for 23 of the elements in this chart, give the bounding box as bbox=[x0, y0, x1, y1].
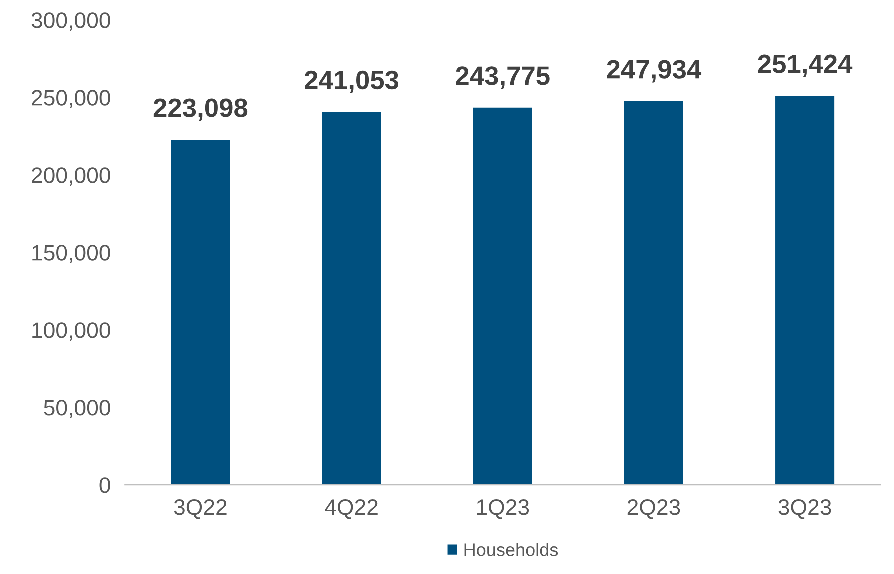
bar bbox=[774, 94, 836, 486]
y-tick-label: 300,000 bbox=[32, 12, 110, 31]
data-label: 241,053 bbox=[305, 70, 399, 94]
x-tick-label: 2Q23 bbox=[628, 500, 680, 520]
x-tick-label: 3Q22 bbox=[174, 500, 227, 520]
y-tick-label: 100,000 bbox=[32, 322, 110, 341]
data-label: 251,424 bbox=[758, 54, 853, 78]
y-tick-label: 0 bbox=[100, 478, 110, 494]
y-tick-label: 250,000 bbox=[32, 90, 110, 108]
bar bbox=[623, 100, 685, 486]
data-label: 243,775 bbox=[456, 66, 550, 90]
bar bbox=[170, 138, 232, 486]
y-tick-label: 200,000 bbox=[32, 168, 110, 186]
data-label: 247,934 bbox=[607, 60, 702, 83]
data-label: 223,098 bbox=[154, 98, 248, 122]
y-tick-label: 150,000 bbox=[32, 245, 110, 264]
legend-label: Households bbox=[464, 543, 558, 556]
bar bbox=[320, 110, 383, 486]
x-tick-label: 1Q23 bbox=[477, 500, 530, 520]
y-tick-label: 50,000 bbox=[44, 400, 110, 418]
x-tick-label: 4Q22 bbox=[325, 500, 378, 520]
x-tick-label: 3Q23 bbox=[778, 500, 832, 520]
bar bbox=[472, 106, 534, 486]
